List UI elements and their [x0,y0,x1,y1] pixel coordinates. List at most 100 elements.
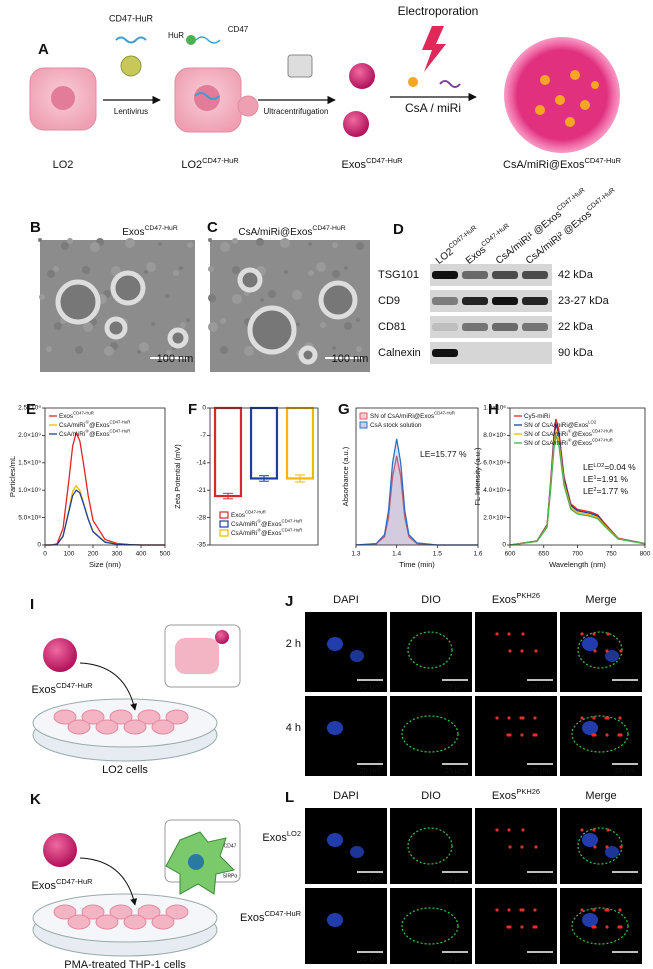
x-tick-label: 1.3 [351,551,360,558]
channel-header: DAPI [333,594,359,606]
exosome-stain [617,733,621,737]
tem-speckle [144,270,148,274]
hur-icon [186,35,196,45]
text-part: CD47-HuR [592,438,613,443]
tem-speckle [61,242,69,250]
blot-band [492,323,518,331]
exos-label: ExosCD47-HuR [32,681,94,696]
y-tick-label: 2.0×10⁹ [18,432,41,439]
tem-speckle [165,294,169,298]
text-part: CD47-HuR [109,429,130,434]
exosome-stain [532,925,536,929]
exosome [43,638,77,672]
exosome-stain [520,649,524,653]
exosome-stain [617,925,621,929]
cell [165,709,189,725]
exosome-stain [618,716,622,720]
text-part: Exos [32,684,57,696]
cell [95,914,119,930]
tem-speckle [180,322,186,328]
text-part: CD47-HuR [584,156,621,165]
stage-label: LO2 [53,159,74,171]
exosome-stain [533,908,537,912]
cell [123,914,147,930]
y-tick-label: 6.0×10⁵ [483,460,506,467]
tem-speckle [38,238,42,242]
exosome-stain [507,632,511,636]
scale-bar-label: 25 µm [530,682,551,691]
blot-band [522,271,548,279]
step-label: Ultracentrifugation [264,107,329,116]
nucleus-stain [582,833,598,847]
text-part: CD47-HuR [264,909,301,918]
exosome-stain [495,828,499,832]
exosome-stain [605,845,609,849]
cell [151,719,175,735]
lightning-icon [422,26,446,72]
text-part: LO2 [53,159,74,171]
blot-band [432,271,458,279]
exosome-stain [534,649,538,653]
panel-label: C [207,219,218,236]
blot-band [432,297,458,305]
cell [151,914,175,930]
y-tick-label: -7 [200,432,206,439]
x-tick-label: 800 [640,551,651,558]
legend-label: SN of CsA/miRi@ExosCD47-HuR [370,411,455,420]
nucleus-stain [582,637,598,651]
tem-speckle [308,242,312,246]
scale-bar-label: 100 nm [332,353,369,365]
tem-speckle [47,270,55,278]
loaded-exosome-core [518,51,606,139]
text-part: ① [568,429,572,434]
panel-label: J [285,593,293,610]
hur-label: HuR [168,31,184,40]
text-part: @Exos [89,422,109,429]
nucleus-stain [605,846,619,858]
tem-speckle [137,350,141,354]
tem-speckle [208,266,214,272]
text-part: CsA/miRi@Exos [238,227,312,238]
exosome-stain [506,925,510,929]
panel-label: F [188,401,197,418]
step-label: Electroporation [398,4,479,18]
text-part: @Exos [572,440,592,447]
channel-header: ExosPKH26 [492,787,540,802]
text-part: CD47-HuR [202,156,239,165]
tem-speckle [208,322,218,332]
cell [67,914,91,930]
size-label: 90 kDa [558,347,594,359]
y-tick-label: 1.5×10⁹ [18,460,41,467]
tem-speckle [90,242,100,252]
exos-label: ExosCD47-HuR [32,877,94,892]
row-label: 2 h [286,638,301,650]
exosome-stain [592,828,596,832]
vesicle [167,327,189,349]
tem-speckle [332,270,340,278]
tem-speckle [54,322,62,330]
panel-label: K [30,791,41,808]
scale-bar-label: 25 µm [360,682,381,691]
exosome-stain [520,733,524,737]
membrane-stain [407,827,453,865]
tem-speckle [344,266,348,270]
cell [123,719,147,735]
text-part: CsA/miRi [231,530,257,537]
scale-bar-label: 25 µm [615,874,636,883]
membrane-stain [401,907,459,945]
tem-speckle [344,322,352,330]
text-part: SN of CsA/miRi@Exos [524,422,588,429]
exosome-stain [580,632,584,636]
plot-frame [509,407,646,546]
exosome-stain [606,828,610,832]
vector-label: CD47-HuR [109,13,154,23]
text-part: DIO [421,594,441,606]
exosome-stain [591,733,595,737]
macrophage-nucleus [188,854,204,870]
exosome-stain [592,908,596,912]
exosome-stain [507,828,511,832]
text-part: ② [85,429,89,434]
exosome-stain [580,908,584,912]
channel-header: Merge [585,594,616,606]
